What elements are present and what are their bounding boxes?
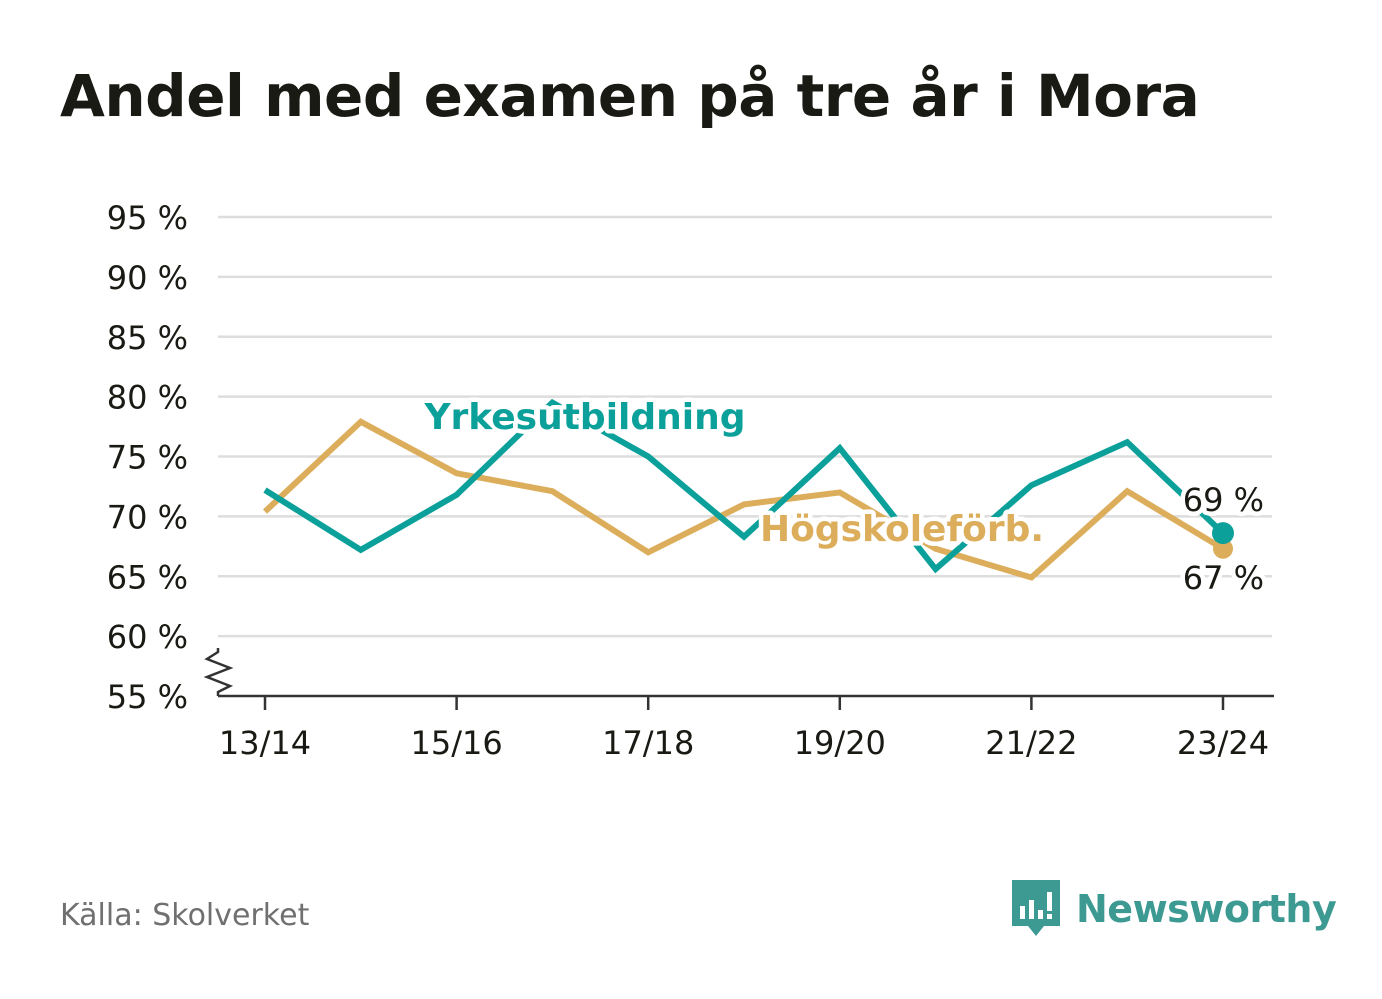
end-value-hogskoleforb-text: 67 % xyxy=(1183,559,1264,597)
y-tick-label: 60 % xyxy=(107,618,188,656)
brand-name: Newsworthy xyxy=(1076,887,1337,931)
line-chart: 55 % 60 % 65 % 70 % 75 % 80 % 85 % 90 % 95 % 13/… xyxy=(107,199,1274,762)
series-lines xyxy=(262,398,1234,581)
y-tick-label: 55 % xyxy=(107,678,188,716)
x-axis xyxy=(203,648,1274,698)
newsworthy-logo: Newsworthy xyxy=(1010,878,1337,940)
series-label-hogskoleforb-halo: Högskoleförb. xyxy=(760,509,1044,550)
x-axis-ticks: 13/14 15/16 17/18 19/20 21/22 23/24 xyxy=(219,696,1269,762)
grid-lines xyxy=(218,215,1272,638)
series-line-hogskoleforb xyxy=(262,418,1225,581)
y-axis-ticks: 55 % 60 % 65 % 70 % 75 % 80 % 85 % 90 % 95 % xyxy=(107,199,188,716)
y-tick-label: 90 % xyxy=(107,259,188,297)
y-tick-label: 95 % xyxy=(107,199,188,237)
source-note: Källa: Skolverket xyxy=(60,898,310,933)
y-tick-label: 85 % xyxy=(107,319,188,357)
chart-title: Andel med examen på tre år i Mora xyxy=(60,62,1200,130)
x-tick-label: 13/14 xyxy=(219,724,311,762)
series-label-yrkesutbildning-text: Yrkesutbildning xyxy=(423,397,745,438)
y-tick-label: 75 % xyxy=(107,439,188,477)
x-tick-label: 17/18 xyxy=(602,724,694,762)
x-tick-label: 15/16 xyxy=(410,724,502,762)
series-line-yrkesutbildning xyxy=(263,398,1226,574)
x-tick-label: 19/20 xyxy=(794,724,886,762)
series-end-point xyxy=(1213,538,1233,559)
series-label-yrkesutbildning-halo: Yrkesutbildning xyxy=(423,397,745,438)
series-label-hogskoleforb-text: Högskoleförb. xyxy=(760,509,1044,550)
end-value-hogskoleforb-halo: 67 % xyxy=(1183,559,1264,597)
newsworthy-icon xyxy=(1012,880,1060,936)
end-value-yrkesutbildning: 69 %69 % xyxy=(1178,477,1268,524)
x-tick-label: 23/24 xyxy=(1177,724,1269,762)
axis-break-mark xyxy=(203,648,234,696)
end-value-yrkesutbildning-text: 69 % xyxy=(1183,481,1264,519)
end-value-hogskoleforb: 67 %67 % xyxy=(1178,555,1268,602)
series-end-point xyxy=(1212,522,1234,545)
x-tick-label: 21/22 xyxy=(985,724,1077,762)
y-tick-label: 70 % xyxy=(107,498,188,536)
y-tick-label: 80 % xyxy=(107,379,188,417)
y-tick-label: 65 % xyxy=(107,558,188,596)
end-value-yrkesutbildning-halo: 69 % xyxy=(1183,481,1264,519)
series-label-hogskoleforb: Högskoleförb.Högskoleförb. xyxy=(755,505,1048,555)
